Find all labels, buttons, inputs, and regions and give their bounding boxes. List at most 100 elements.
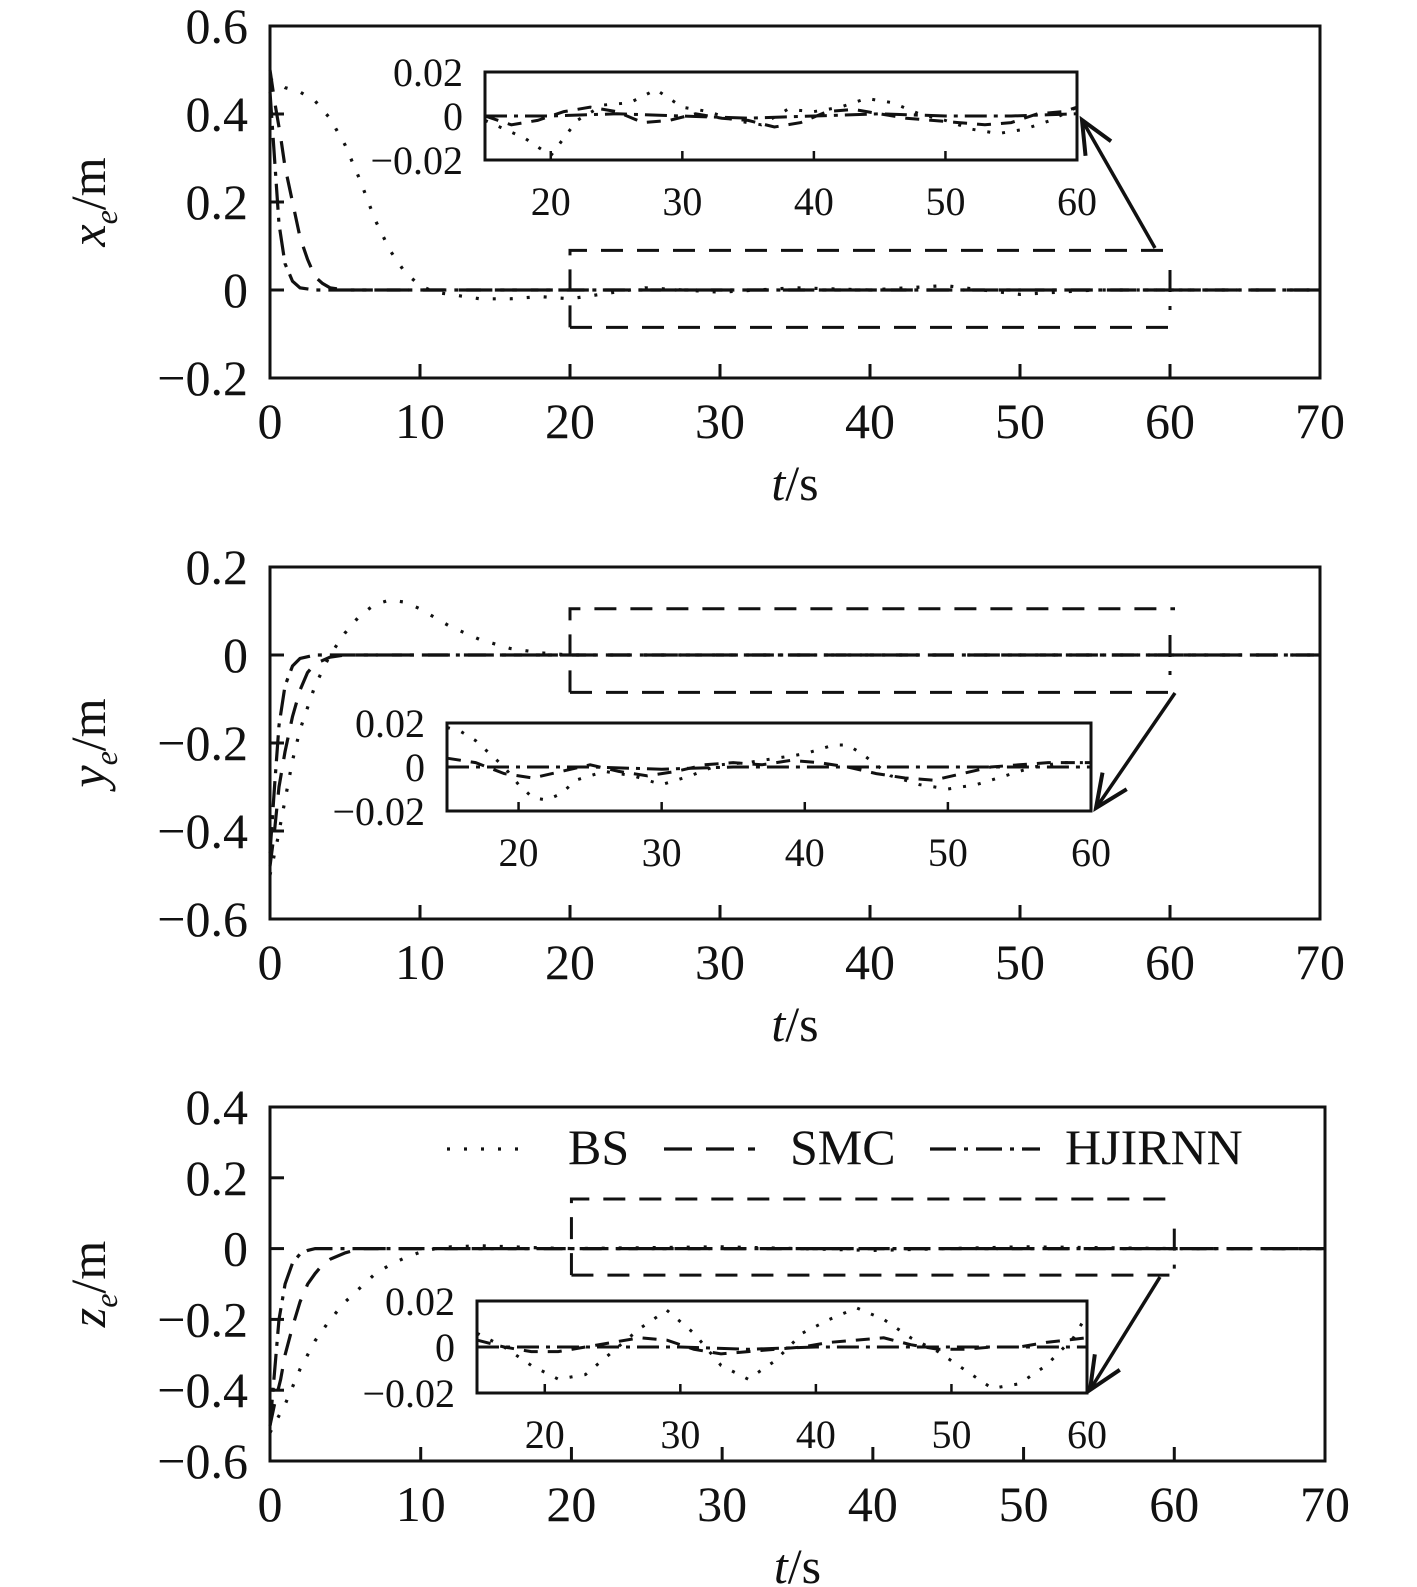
y-tick-label: −0.2	[157, 350, 248, 406]
x-tick-label: 0	[258, 1476, 283, 1532]
inset-x-tick-label: 40	[785, 830, 825, 875]
y-axis-unit: /m	[60, 157, 116, 210]
chart-ze: 0 10 20 30 40 50 60 70−0.6−0.4−0.200.20.4t/sze/…	[60, 1079, 1350, 1587]
inset-x-tick-label: 20	[525, 1412, 565, 1457]
y-tick-label: −0.2	[157, 1291, 248, 1347]
legend: BS SMC HJIRNN	[447, 1119, 1243, 1175]
x-axis-unit: /s	[785, 996, 818, 1052]
y-tick-label: 0	[223, 1221, 248, 1277]
chart-xe: 0 10 20 30 40 50 60 70−0.200.20.40.6t/sxe/m 20 30…	[60, 0, 1345, 511]
inset-x-tick-label: 40	[794, 179, 834, 224]
inset-x-tick-label: 60	[1057, 179, 1097, 224]
y-tick-label: −0.2	[157, 715, 248, 771]
x-tick-label: 30	[697, 1476, 747, 1532]
inset-x-tick-label: 30	[662, 179, 702, 224]
chart-ye: 0 10 20 30 40 50 60 70 −0.6 −0.4 −0.2 0 0.2 t/s ye/m 20…	[60, 539, 1345, 1052]
y-tick-label: 0.4	[186, 1079, 249, 1135]
y-axis-var: y	[60, 765, 116, 793]
inset-y-tick-label: 0	[405, 745, 425, 790]
zoom-bracket-top	[568, 607, 1175, 693]
x-tick-label: 60	[1145, 934, 1195, 990]
zoom-arrow-head	[1079, 115, 1113, 157]
y-tick-label: 0.2	[186, 174, 249, 230]
inset-x-tick-label: 40	[796, 1412, 836, 1457]
zoom-bracket-bottom	[570, 635, 1172, 694]
y-tick-label: −0.6	[157, 1433, 248, 1489]
zoom-bracket-bottom	[570, 270, 1172, 329]
series-hjirnn-line	[268, 653, 1320, 854]
inset-x-tick-label: 60	[1071, 830, 1111, 875]
y-tick-label: −0.6	[157, 891, 248, 947]
inset-x-tick-label: 30	[660, 1412, 700, 1457]
x-tick-label: 0	[258, 934, 283, 990]
y-tick-label: 0.6	[186, 0, 249, 54]
x-axis-var: t	[771, 455, 786, 511]
zoom-arrow	[1088, 1276, 1162, 1391]
y-axis-subscript: e	[88, 1294, 124, 1308]
x-tick-label: 20	[545, 934, 595, 990]
y-axis-var: x	[60, 224, 116, 247]
x-tick-label: 50	[995, 934, 1045, 990]
x-axis-var: t	[774, 1538, 789, 1587]
x-tick-label: 20	[545, 393, 595, 449]
x-tick-label: 10	[395, 934, 445, 990]
x-tick-label: 0	[258, 393, 283, 449]
x-axis-label: t/s	[771, 996, 818, 1052]
y-tick-label: 0.4	[186, 86, 249, 142]
x-tick-label: 60	[1145, 393, 1195, 449]
zoom-bracket-top	[568, 248, 1175, 328]
y-axis-label: ye/m	[60, 698, 124, 792]
zoom-arrow	[1094, 692, 1177, 809]
x-tick-label: 20	[546, 1476, 596, 1532]
zoom-bracket-top	[569, 1197, 1180, 1276]
inset-series-hjirnn-line	[447, 765, 1091, 771]
y-axis-subscript: e	[88, 751, 124, 765]
inset-y-tick-label: −0.02	[370, 138, 463, 183]
series-smc-line	[268, 653, 1320, 867]
x-tick-label: 30	[695, 393, 745, 449]
zoom-arrow	[1080, 119, 1157, 249]
inset-series-smc-line	[484, 105, 1078, 129]
inset-series-smc-line	[446, 756, 1091, 782]
x-axis-unit: /s	[785, 455, 818, 511]
x-tick-label: 60	[1149, 1476, 1199, 1532]
inset-x-tick-label: 60	[1067, 1412, 1107, 1457]
x-tick-label: 50	[999, 1476, 1049, 1532]
inset-x-tick-label: 20	[531, 179, 571, 224]
inset-y-tick-label: 0.02	[355, 701, 425, 746]
inset-x-tick-label: 30	[642, 830, 682, 875]
x-tick-label: 70	[1295, 393, 1345, 449]
x-tick-label: 70	[1300, 1476, 1350, 1532]
y-tick-label: 0	[223, 262, 248, 318]
y-axis-var: z	[60, 1308, 116, 1328]
legend-label-hjirnn: HJIRNN	[1065, 1119, 1243, 1175]
x-tick-label: 10	[395, 393, 445, 449]
y-axis-label: ze/m	[60, 1241, 124, 1329]
x-tick-label: 70	[1295, 934, 1345, 990]
inset-y-tick-label: −0.02	[332, 789, 425, 834]
x-axis-label: t/s	[774, 1538, 821, 1587]
inset-series-smc-line	[476, 1336, 1088, 1356]
legend-label-bs: BS	[568, 1119, 629, 1175]
y-tick-label: −0.4	[157, 803, 248, 859]
x-axis-unit: /s	[788, 1538, 821, 1587]
inset-series-hjirnn-line	[485, 112, 1078, 120]
y-tick-label: −0.4	[157, 1362, 248, 1418]
y-tick-label: 0.2	[186, 1150, 249, 1206]
y-tick-label: 0.2	[186, 539, 249, 595]
legend-label-smc: SMC	[790, 1119, 896, 1175]
inset-y-tick-label: −0.02	[362, 1371, 455, 1416]
y-axis-label: xe/m	[60, 157, 124, 247]
inset-y-tick-label: 0.02	[393, 50, 463, 95]
x-tick-label: 50	[995, 393, 1045, 449]
x-tick-label: 40	[845, 393, 895, 449]
y-tick-label: 0	[223, 627, 248, 683]
x-tick-label: 40	[845, 934, 895, 990]
y-axis-unit: /m	[60, 1241, 116, 1294]
inset-x-tick-label: 20	[499, 830, 539, 875]
zoom-arrow-head	[1093, 772, 1128, 813]
